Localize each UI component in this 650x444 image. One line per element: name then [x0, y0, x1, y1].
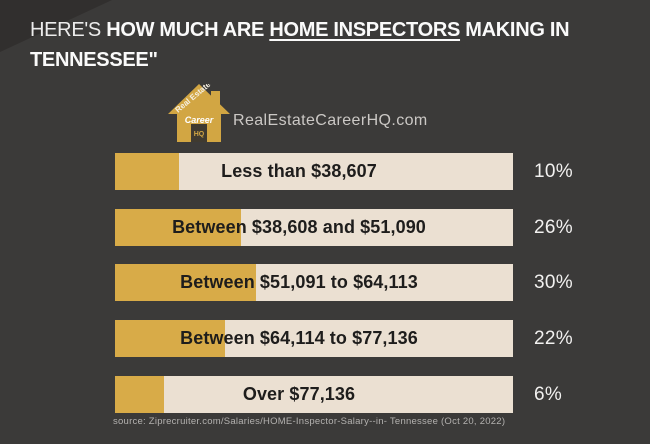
bar-value-label: 30%	[534, 271, 573, 293]
logo-career-text: Career	[185, 115, 214, 125]
bar-category-label: Less than $38,607	[221, 161, 377, 181]
bar-track	[115, 153, 513, 190]
bar-row: Between $51,091 to $64,113	[115, 264, 513, 301]
bar-fill	[115, 376, 164, 413]
title-underlined: HOME INSPECTORS	[269, 19, 461, 41]
logo-hq-text: HQ	[194, 131, 205, 138]
corner-fold-decoration	[0, 0, 112, 52]
bar-fill	[115, 209, 241, 246]
bar-category-label: Between $64,114 to $77,136	[180, 328, 418, 348]
bar-track	[115, 209, 513, 246]
bar-value-label: 26%	[534, 216, 573, 238]
bar-row: Less than $38,607	[115, 153, 513, 190]
house-logo-icon: Real Estate Career HQ	[168, 80, 230, 142]
bar-row: Over $77,136	[115, 376, 513, 413]
title-prefix: HERE'S	[30, 19, 107, 41]
bar-row: Between $64,114 to $77,136	[115, 320, 513, 357]
bar-row: Between $38,608 and $51,090	[115, 209, 513, 246]
bar-category-label: Between $38,608 and $51,090	[172, 217, 426, 237]
bar-fill	[115, 264, 256, 301]
bar-track	[115, 320, 513, 357]
title-suffix: MAKING IN TENNESSEE"	[30, 19, 570, 71]
bar-fill	[115, 320, 225, 357]
bar-value-label: 22%	[534, 327, 573, 349]
bar-category-label: Over $77,136	[242, 384, 356, 404]
page-title: HERE'S HOW MUCH ARE HOME INSPECTORS MAKI…	[30, 15, 630, 75]
bar-track	[115, 376, 513, 413]
source-citation: source: Ziprecruiter.com/Salaries/HOME-I…	[113, 416, 506, 427]
brand-logo: Real Estate Career HQ	[168, 80, 230, 142]
bar-value-label: 10%	[534, 160, 573, 182]
brand-site-name: RealEstateCareerHQ.com	[233, 112, 428, 129]
bar-value-label: 6%	[534, 383, 563, 405]
bar-category-label: Between $51,091 to $64,113	[180, 272, 418, 292]
bar-fill	[115, 153, 179, 190]
bar-track	[115, 264, 513, 301]
title-bold-mid: HOW MUCH ARE	[106, 19, 270, 41]
